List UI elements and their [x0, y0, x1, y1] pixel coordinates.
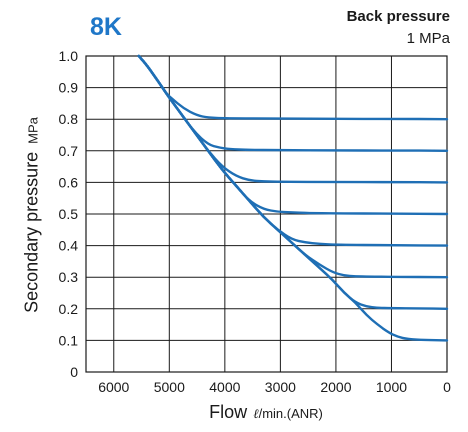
y-axis-unit: MPa: [25, 117, 41, 144]
y-tick-label: 0.1: [59, 332, 79, 348]
x-tick-label: 0: [443, 379, 451, 395]
x-axis-unit-symbol: ℓ: [253, 407, 259, 422]
x-tick-label: 6000: [98, 379, 129, 395]
y-tick-label: 0.8: [59, 111, 79, 127]
x-tick-label: 1000: [376, 379, 407, 395]
model-label: 8K: [90, 13, 122, 41]
x-tick-label: 2000: [320, 379, 351, 395]
y-axis-title: Secondary pressure: [21, 151, 42, 313]
y-tick-label: 0.4: [59, 238, 79, 254]
y-tick-label: 0.2: [59, 301, 79, 317]
y-axis-label: Secondary pressure MPa: [22, 117, 43, 313]
x-axis-title: Flow: [209, 402, 248, 422]
y-tick-label: 0.6: [59, 174, 79, 190]
x-tick-label: 5000: [154, 379, 185, 395]
series-line: [137, 54, 449, 216]
y-tick-label: 0.9: [59, 80, 79, 96]
y-tick-label: 0: [70, 364, 78, 380]
x-tick-label: 3000: [265, 379, 296, 395]
series-line: [137, 54, 449, 152]
x-axis-label: Flow ℓ/min.(ANR): [209, 402, 323, 423]
back-pressure-title: Back pressure: [346, 8, 450, 25]
y-tick-label: 0.5: [59, 206, 79, 222]
x-axis-unit: ℓ/min.(ANR): [253, 406, 323, 422]
y-tick-label: 0.3: [59, 269, 79, 285]
series-line: [137, 54, 449, 342]
y-tick-label: 0.7: [59, 143, 79, 159]
x-tick-label: 4000: [209, 379, 240, 395]
x-axis-unit-text: /min.(ANR): [258, 406, 323, 421]
back-pressure-value: 1 MPa: [406, 30, 450, 47]
y-tick-label: 1.0: [59, 48, 79, 64]
